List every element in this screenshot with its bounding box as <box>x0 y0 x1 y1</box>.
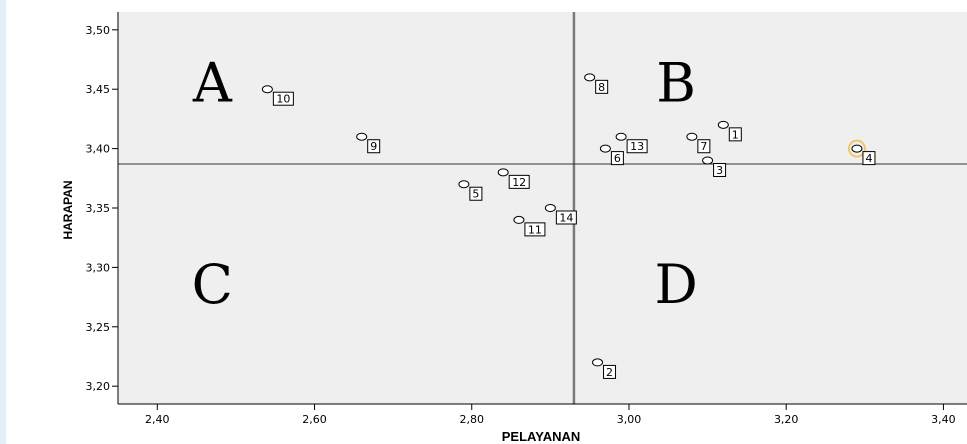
point-label-box <box>697 139 711 154</box>
data-point-10: 10 <box>261 85 294 106</box>
point-label-box <box>626 139 648 154</box>
point-label: 11 <box>528 223 542 236</box>
y-tick-label: 3,20 <box>86 380 111 393</box>
data-point-12: 12 <box>497 168 530 189</box>
point-label-box <box>367 139 381 154</box>
point-label-box <box>555 210 577 225</box>
point-label-box <box>469 186 483 201</box>
point-label-box <box>728 127 742 142</box>
quadrant-labels: A B C D <box>192 51 698 316</box>
point-marker <box>851 144 863 153</box>
data-point-8: 8 <box>584 73 609 94</box>
point-label: 3 <box>716 164 723 177</box>
point-label: 1 <box>732 128 739 141</box>
data-point-11: 11 <box>513 215 546 237</box>
highlight-ring <box>847 139 866 158</box>
y-tick-label: 3,30 <box>86 261 111 274</box>
x-tick-label: 2,40 <box>145 413 170 426</box>
y-tick-label: 3,45 <box>86 83 111 96</box>
data-point-9: 9 <box>356 132 381 154</box>
point-marker <box>458 180 470 189</box>
mean-lines <box>118 12 967 404</box>
x-tick-label: 3,40 <box>931 413 956 426</box>
quadrant-label-b: B <box>656 51 696 114</box>
data-point-6: 6 <box>599 144 624 166</box>
data-point-14: 14 <box>544 204 577 225</box>
x-tick-label: 3,20 <box>774 413 799 426</box>
point-label: 2 <box>606 366 613 379</box>
point-label-box <box>603 364 617 379</box>
point-marker <box>261 85 273 94</box>
point-label: 7 <box>700 140 707 153</box>
point-marker <box>615 132 627 141</box>
data-point-13: 13 <box>615 132 648 154</box>
data-point-5: 5 <box>458 180 483 201</box>
axes: 3,20 3,25 3,30 3,35 3,40 3,45 3,50 2,40 2,60 2,80… <box>86 12 967 426</box>
point-marker <box>584 73 596 82</box>
left-edge-strip <box>0 0 6 444</box>
data-point-2: 2 <box>592 358 617 379</box>
quadrant-label-d: D <box>654 253 697 316</box>
point-label: 8 <box>598 81 605 94</box>
point-label: 4 <box>865 152 872 165</box>
y-tick-label: 3,25 <box>86 321 111 334</box>
data-point-3: 3 <box>702 156 727 177</box>
y-tick-label: 3,50 <box>86 24 111 37</box>
x-tick-label: 2,80 <box>460 413 485 426</box>
data-point-1: 1 <box>717 120 742 142</box>
y-tick-label: 3,40 <box>86 143 111 156</box>
point-label-box <box>595 79 609 94</box>
point-marker <box>599 144 611 153</box>
point-marker <box>544 204 556 212</box>
point-label: 5 <box>472 188 479 201</box>
point-label-box <box>524 222 546 237</box>
point-marker <box>686 132 698 141</box>
point-label-box <box>508 174 530 189</box>
point-marker <box>513 215 525 224</box>
point-marker <box>702 156 714 165</box>
point-label: 13 <box>630 140 644 153</box>
point-label: 12 <box>512 176 526 189</box>
x-tick-label: 3,00 <box>617 413 642 426</box>
point-marker <box>717 120 729 129</box>
point-label: 6 <box>614 152 621 165</box>
point-label: 10 <box>276 93 290 106</box>
point-label-box <box>272 91 294 106</box>
point-label-box <box>610 151 624 166</box>
point-marker <box>497 168 509 177</box>
point-label: 9 <box>370 140 377 153</box>
y-tick-label: 3,35 <box>86 202 111 215</box>
point-marker <box>356 132 368 141</box>
plot-background <box>118 12 967 404</box>
data-point-4: 4 <box>847 139 876 166</box>
x-axis-title: PELAYANAN <box>502 429 581 444</box>
point-marker <box>592 358 604 367</box>
data-point-7: 7 <box>686 132 711 154</box>
x-tick-label: 2,60 <box>302 413 327 426</box>
point-label-box <box>713 162 727 177</box>
quadrant-label-a: A <box>192 51 233 114</box>
y-axis-title: HARAPAN <box>61 180 75 239</box>
point-label: 14 <box>559 212 573 225</box>
quadrant-label-c: C <box>192 253 233 316</box>
point-label-box <box>862 151 876 166</box>
